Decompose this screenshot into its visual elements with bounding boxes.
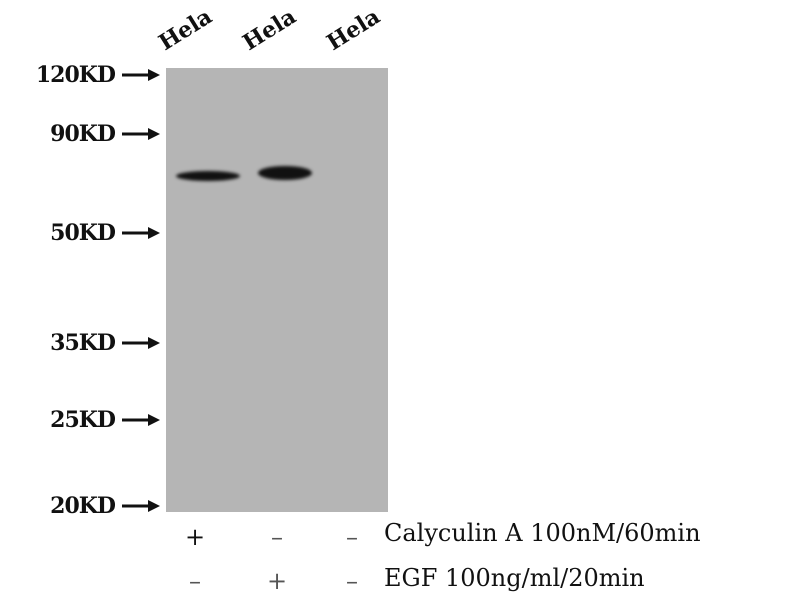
lane-label-1: Hela bbox=[154, 3, 217, 57]
arrow-icon bbox=[122, 227, 160, 239]
condition-egf: EGF 100ng/ml/20min bbox=[384, 564, 645, 592]
condition-calyculin: Calyculin A 100nM/60min bbox=[384, 519, 701, 547]
lane-label-3: Hela bbox=[322, 3, 385, 57]
sign-calyculin-lane-2: – bbox=[271, 523, 283, 551]
marker-90kd: 90KD bbox=[50, 121, 116, 147]
sign-egf-lane-2: + bbox=[266, 567, 288, 595]
marker-120kd: 120KD bbox=[35, 62, 116, 88]
arrow-icon bbox=[122, 500, 160, 512]
sign-egf-lane-1: – bbox=[189, 567, 201, 595]
marker-50kd: 50KD bbox=[50, 220, 116, 246]
band-lane-2 bbox=[258, 166, 312, 180]
sign-calyculin-lane-1: + bbox=[184, 523, 206, 551]
lane-label-2: Hela bbox=[238, 3, 301, 57]
arrow-icon bbox=[122, 337, 160, 349]
arrow-icon bbox=[122, 128, 160, 140]
blot-membrane bbox=[166, 68, 388, 512]
sign-calyculin-lane-3: – bbox=[346, 523, 358, 551]
marker-20kd: 20KD bbox=[50, 493, 116, 519]
marker-35kd: 35KD bbox=[50, 330, 116, 356]
band-lane-1 bbox=[176, 171, 240, 181]
sign-egf-lane-3: – bbox=[346, 567, 358, 595]
arrow-icon bbox=[122, 69, 160, 81]
arrow-icon bbox=[122, 414, 160, 426]
marker-25kd: 25KD bbox=[50, 407, 116, 433]
